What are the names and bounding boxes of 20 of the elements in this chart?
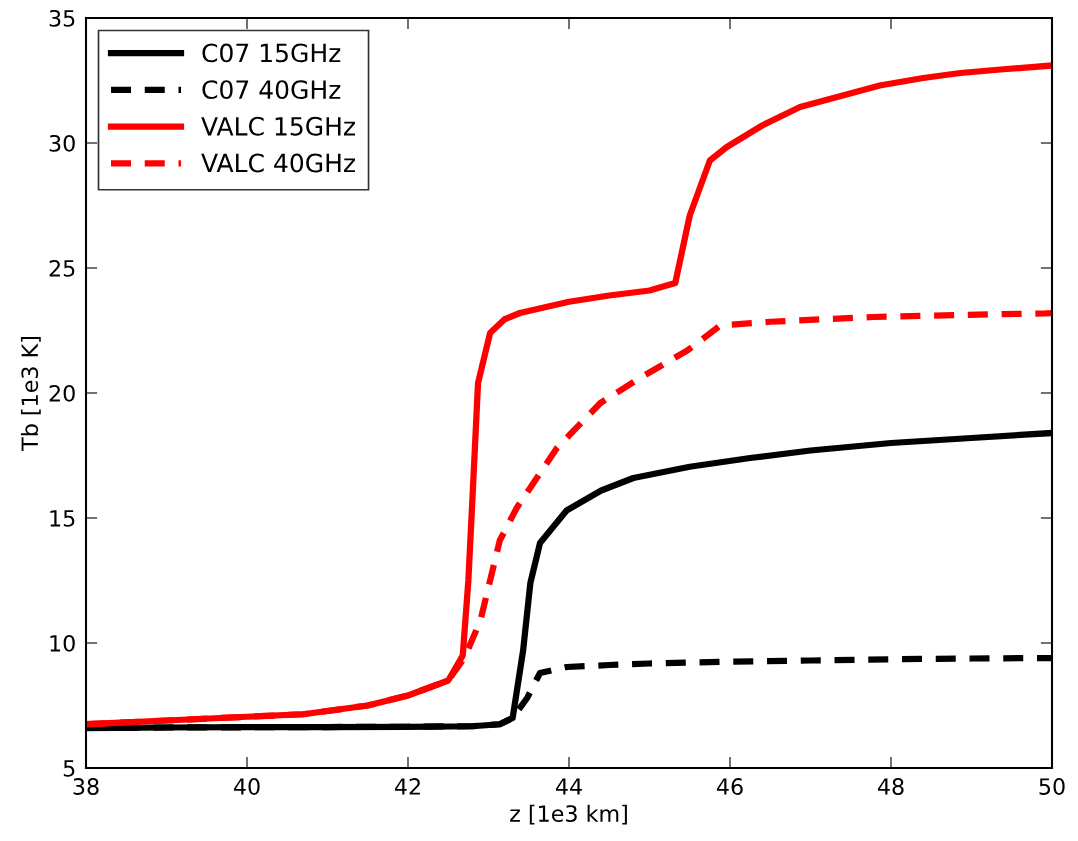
y-tick-label: 5 (63, 760, 75, 777)
legend-label: VALC 15GHz (201, 116, 355, 136)
x-tick-label: 38 (73, 778, 99, 795)
x-tick-label: 46 (716, 778, 743, 795)
x-tick-label: 50 (1039, 778, 1065, 795)
legend-label: C07 15GHz (202, 43, 341, 63)
x-tick-label: 40 (233, 778, 260, 795)
x-tick-label: 42 (394, 778, 420, 795)
y-axis-title: Tb [1e3 K] (20, 337, 41, 451)
y-tick-label: 20 (49, 384, 75, 402)
y-tick-label: 30 (49, 134, 75, 152)
y-tick-label: 10 (50, 634, 75, 652)
legend-label: VALC 40GHz (201, 153, 355, 173)
x-tick-label: 48 (877, 778, 904, 795)
x-axis-title: z [1e3 km] (510, 804, 627, 825)
legend-label: C07 40GHz (202, 80, 341, 100)
y-tick-label: 35 (49, 9, 75, 27)
x-tick-label: 44 (555, 778, 582, 795)
y-tick-label: 15 (50, 510, 75, 527)
y-tick-label: 25 (49, 259, 75, 277)
